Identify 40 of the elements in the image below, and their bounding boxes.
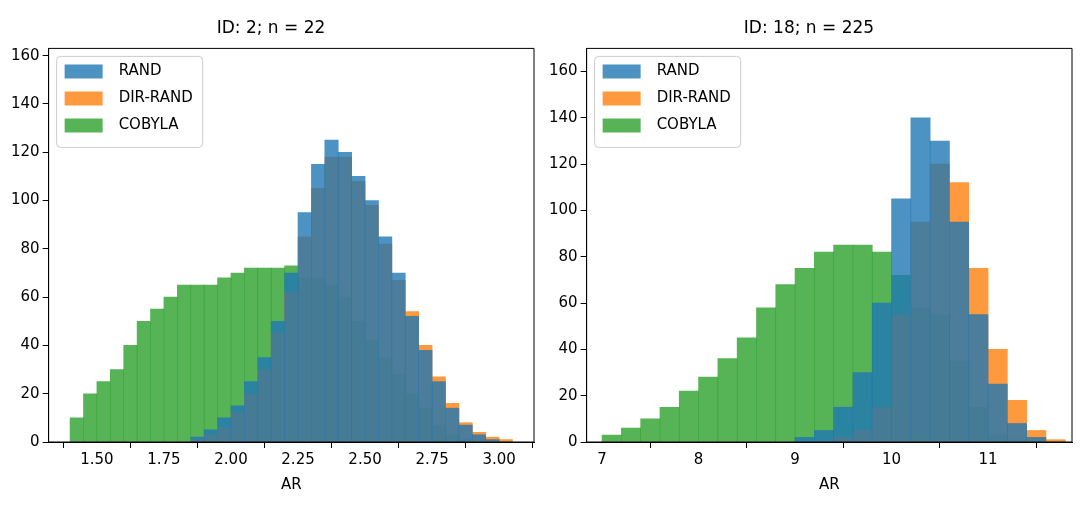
chart-title: ID: 18; n = 225	[743, 16, 875, 37]
x-tick-label: 2.50	[348, 449, 382, 468]
y-tick-label: 80	[558, 246, 578, 265]
y-tick-label: 0	[568, 431, 578, 450]
x-axis-title: AR	[818, 474, 840, 493]
y-tick-label: 60	[20, 287, 40, 306]
y-tick-label: 140	[548, 107, 578, 126]
x-tick-label: 2.00	[214, 449, 248, 468]
legend-label: DIR-RAND	[656, 88, 731, 107]
x-tick-label: 1.50	[80, 449, 114, 468]
y-tick-label: 140	[10, 93, 40, 112]
y-tick-label: 20	[20, 383, 40, 402]
y-tick-label: 40	[558, 339, 578, 358]
y-tick-label: 120	[10, 142, 40, 161]
y-tick-label: 0	[30, 431, 40, 450]
x-axis-title: AR	[280, 474, 302, 493]
legend-label: DIR-RAND	[118, 88, 193, 107]
x-tick-label: 11	[978, 449, 998, 468]
y-tick-label: 100	[548, 200, 578, 219]
legend-label: COBYLA	[118, 115, 180, 134]
y-tick-label: 80	[20, 238, 40, 257]
x-tick-label: 1.75	[147, 449, 181, 468]
y-tick-label: 100	[10, 190, 40, 209]
y-tick-label: 40	[20, 335, 40, 354]
chart-title: ID: 2; n = 22	[216, 16, 326, 37]
legend-label: RAND	[118, 61, 162, 80]
y-tick-label: 160	[10, 45, 40, 64]
y-tick-label: 120	[548, 154, 578, 173]
y-tick-label: 60	[558, 292, 578, 311]
x-tick-label: 7	[597, 449, 607, 468]
x-tick-label: 2.75	[415, 449, 449, 468]
legend-label: RAND	[656, 61, 700, 80]
legend-label: COBYLA	[656, 115, 718, 134]
x-tick-label: 2.25	[281, 449, 315, 468]
x-tick-label: 10	[882, 449, 902, 468]
x-tick-label: 3.00	[482, 449, 516, 468]
x-tick-label: 9	[790, 449, 800, 468]
x-tick-label: 8	[693, 449, 704, 468]
y-tick-label: 160	[548, 61, 578, 80]
y-tick-label: 20	[558, 385, 578, 404]
